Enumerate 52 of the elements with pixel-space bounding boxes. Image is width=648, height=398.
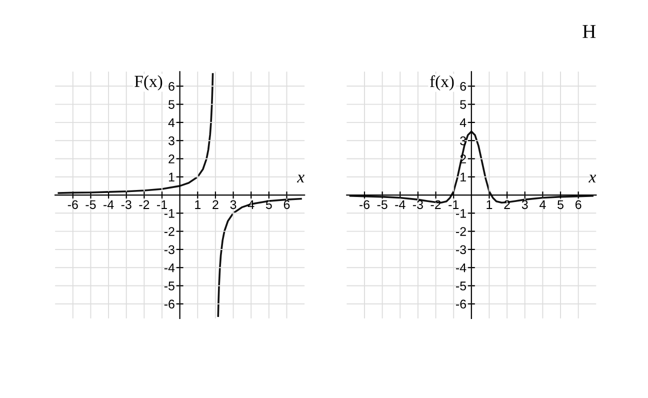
- x-tick-label: -3: [121, 200, 132, 210]
- x-tick-label: 1: [195, 200, 201, 209]
- y-tick-label: 5: [168, 100, 174, 109]
- y-tick-label: 1: [168, 172, 174, 182]
- y-tick-label: 1: [460, 172, 466, 182]
- y-tick-label: 3: [460, 136, 466, 146]
- x-tick-label: -6: [68, 200, 78, 210]
- y-tick-label: 2: [168, 154, 174, 164]
- line-series: [217, 198, 302, 317]
- x-tick-label: -4: [104, 200, 114, 209]
- x-tick-label: -3: [412, 200, 423, 210]
- y-tick-label: -5: [456, 282, 466, 290]
- y-tick-label: -3: [164, 245, 174, 254]
- y-tick-label: 2: [460, 154, 466, 164]
- y-tick-label: 4: [168, 118, 175, 127]
- y-tick-label: -3: [456, 245, 466, 254]
- y-tick-label: -4: [164, 264, 175, 272]
- x-tick-label: -1: [157, 200, 167, 209]
- x-tick-label: -1: [448, 200, 459, 209]
- x-tick-label: 6: [284, 200, 290, 210]
- x-tick-label: 3: [522, 200, 528, 210]
- x-tick-label: -2: [139, 200, 150, 209]
- y-tick-label: -2: [164, 227, 174, 236]
- x-axis-title: x: [588, 174, 596, 182]
- y-tick-label: -1: [164, 209, 174, 218]
- y-axis-title: F(x): [134, 75, 162, 90]
- x-tick-label: 1: [486, 200, 492, 209]
- x-tick-label: -4: [395, 200, 406, 209]
- x-tick-label: -5: [86, 200, 96, 210]
- x-tick-label: -6: [360, 200, 370, 210]
- y-tick-label: -6: [456, 300, 466, 309]
- y-tick-label: -1: [456, 209, 466, 218]
- y-tick-label: 6: [460, 82, 466, 91]
- x-tick-label: 3: [230, 200, 236, 210]
- y-tick-label: 4: [460, 118, 466, 127]
- y-tick-label: 6: [168, 82, 174, 91]
- y-tick-label: -6: [164, 300, 174, 309]
- y-axis-title: f(x): [430, 75, 454, 91]
- x-tick-label: 6: [576, 200, 582, 210]
- x-axis-title: x: [296, 174, 304, 182]
- y-tick-label: -2: [456, 227, 466, 236]
- x-tick-label: 5: [558, 200, 564, 210]
- x-tick-label: 4: [540, 200, 546, 209]
- y-tick-label: 3: [168, 136, 174, 146]
- y-tick-label: -5: [164, 282, 174, 290]
- x-tick-label: 2: [212, 200, 218, 209]
- line-series: [58, 73, 214, 194]
- x-tick-label: -5: [377, 200, 388, 210]
- y-tick-label: -4: [456, 264, 466, 272]
- text: H: [582, 25, 596, 38]
- y-tick-label: 5: [460, 100, 466, 109]
- x-tick-label: 5: [266, 200, 272, 210]
